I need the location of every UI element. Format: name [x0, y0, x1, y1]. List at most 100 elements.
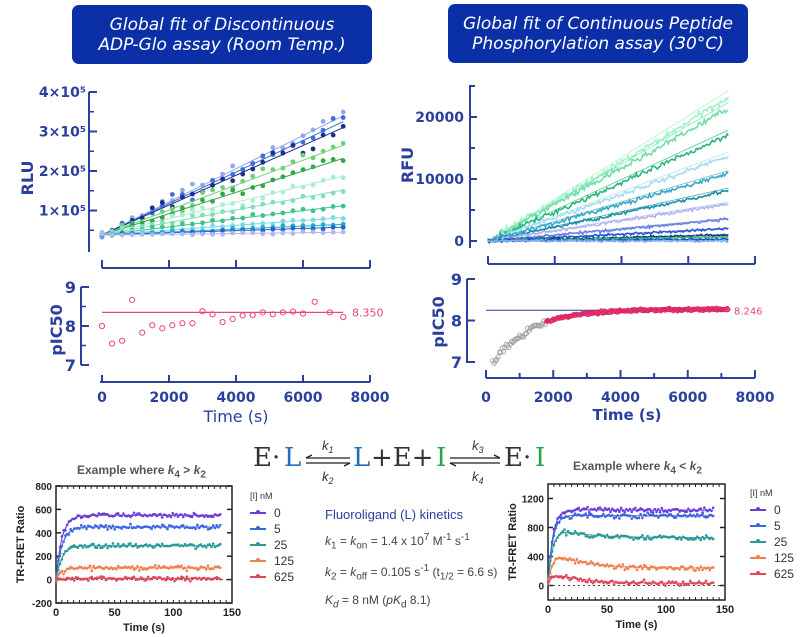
data-point [260, 153, 266, 159]
y-tick-label: 0 [538, 582, 544, 593]
data-point [169, 220, 175, 226]
legend-swatch [250, 558, 266, 562]
data-point [330, 215, 336, 220]
data-point [250, 221, 256, 227]
data-point [169, 213, 175, 219]
scheme-E2: E· [504, 443, 531, 473]
data-point [240, 167, 246, 172]
legend-title: [I] nM [250, 491, 273, 501]
data-point [320, 222, 326, 228]
data-point [300, 218, 306, 223]
legend-item: 125 [250, 553, 294, 569]
fit-curve-5 [547, 515, 714, 586]
y-axis-label: RLU [18, 161, 37, 196]
data-point [210, 207, 215, 213]
data-point [200, 212, 205, 218]
data-point [260, 228, 266, 233]
legend-item: 125 [750, 550, 794, 566]
data-point [129, 221, 135, 227]
excluded-point [526, 328, 532, 334]
data-point [200, 182, 205, 188]
x-axis-label: Time (s) [616, 619, 658, 631]
data-point [190, 181, 195, 187]
data-point [169, 322, 176, 329]
data-point [270, 145, 276, 150]
x-axis-label: Time (s) [123, 622, 165, 634]
scheme-L2: L [353, 443, 370, 473]
data-point [290, 198, 296, 203]
excluded-point [521, 334, 527, 340]
data-point [330, 174, 336, 180]
data-point [290, 170, 296, 176]
data-point [280, 189, 286, 195]
y-tick-label: 4×10⁵ [39, 85, 86, 101]
data-point [169, 206, 175, 212]
data-point [129, 232, 135, 238]
data-trace-5 [548, 512, 714, 578]
scheme-arrowhead [493, 454, 501, 459]
data-point [290, 143, 296, 148]
excluded-point [527, 325, 533, 331]
data-point [259, 309, 266, 316]
data-point [159, 215, 165, 221]
y-tick-label: 8 [65, 317, 76, 336]
data-point [300, 206, 306, 212]
x-tick-label: 100 [164, 607, 182, 619]
data-trace-c5 [487, 171, 729, 243]
banner-continuous-title: Global fit of Continuous Peptide Phospho… [448, 4, 748, 63]
data-point [109, 232, 115, 238]
data-point [280, 200, 286, 206]
fit-curve-25 [55, 545, 221, 580]
kinetics-k2: k2 = koff = 0.105 s-1 (t1/2 = 6.6 s) [325, 563, 498, 583]
x-tick-label: 50 [601, 604, 613, 616]
data-point [290, 208, 296, 214]
fit-curve-0 [547, 509, 714, 586]
fit-line-c1 [487, 90, 729, 242]
scheme-I1: I [436, 443, 446, 473]
data-point [290, 217, 296, 223]
data-point [300, 229, 306, 235]
data-point [210, 231, 215, 237]
binding-scheme: E· L k1 k2 L +E+ I k3 k4 E· I [250, 428, 550, 488]
data-point [220, 228, 226, 233]
x-tick-label: 0 [481, 390, 491, 406]
data-point [270, 199, 276, 205]
x-tick-label: 8000 [351, 390, 390, 406]
data-point [289, 308, 297, 315]
kinetics-k1: k1 = kon = 1.4 x 107 M-1 s-1 [325, 532, 470, 552]
y-tick-label: 200 [35, 552, 52, 563]
data-point [260, 231, 266, 237]
data-point [239, 312, 246, 319]
data-point [270, 150, 276, 156]
legend-left: [I] nM 0 5 25 125 625 [250, 491, 294, 585]
data-trace-625 [56, 576, 221, 582]
data-point [270, 177, 276, 183]
legend-label: 25 [274, 538, 288, 552]
data-point [320, 148, 326, 154]
y-tick-label: 400 [527, 553, 544, 564]
x-axis-label: Time (s) [202, 407, 268, 426]
fit-curve-125 [547, 557, 714, 586]
data-point [250, 198, 256, 203]
data-point [330, 224, 336, 230]
data-point [320, 230, 326, 236]
x-tick-label: 0 [53, 607, 59, 619]
legend-item: 5 [750, 518, 794, 534]
y-tick-label: 10000 [415, 172, 464, 188]
data-point [159, 231, 165, 237]
data-point [340, 189, 346, 194]
data-point [180, 205, 185, 211]
data-point [149, 232, 155, 237]
data-trace-25 [56, 542, 221, 577]
legend-label: 0 [274, 506, 281, 520]
data-trace-c9 [487, 227, 729, 243]
banner-adpglo-title: Global fit of Discontinuous ADP-Glo assa… [72, 5, 372, 64]
fit-value-label: 8.350 [352, 306, 384, 319]
fluoroligand-kinetics: Fluoroligand (L) kinetics k1 = kon = 1.4… [325, 503, 515, 616]
y-tick-label: 1200 [522, 495, 545, 506]
data-point [230, 215, 236, 221]
banner-line: Phosphorylation assay (30°C) [472, 33, 724, 54]
data-point [180, 187, 185, 193]
legend-swatch [750, 523, 766, 527]
data-point [149, 224, 155, 230]
